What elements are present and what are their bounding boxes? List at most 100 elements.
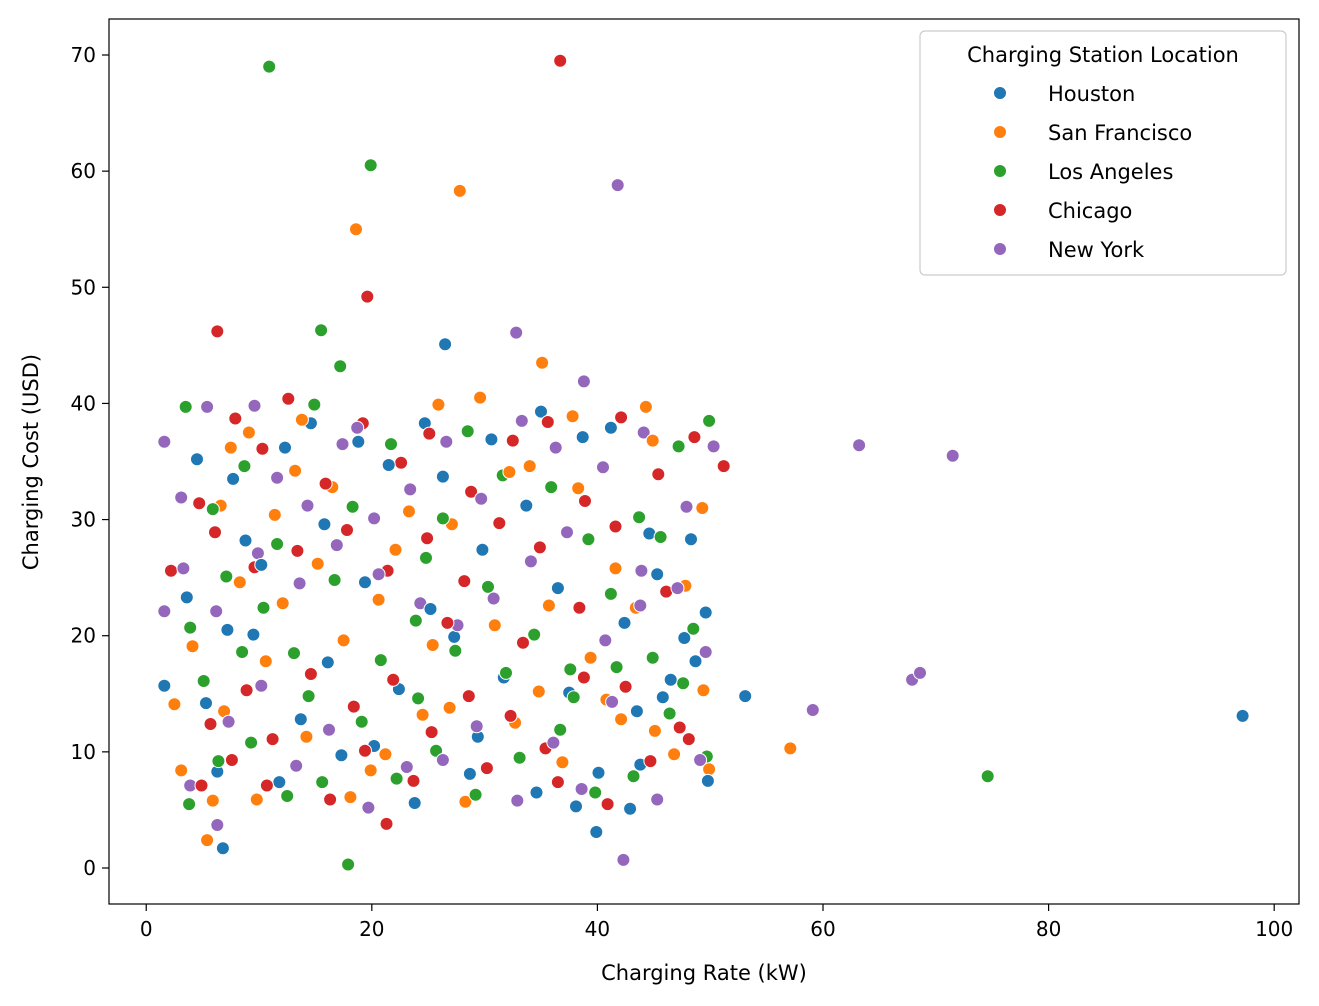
data-point-los-angeles <box>345 499 360 514</box>
data-point-los-angeles <box>429 743 444 758</box>
data-point-houston <box>320 655 335 670</box>
data-point-new-york <box>474 491 489 506</box>
data-point-san-francisco <box>608 561 623 576</box>
y-tick-label: 0 <box>83 856 96 880</box>
data-point-los-angeles <box>183 620 198 635</box>
data-point-new-york <box>509 325 524 340</box>
x-tick-label: 20 <box>359 917 384 941</box>
data-point-san-francisco <box>667 747 682 762</box>
data-point-houston <box>293 712 308 727</box>
data-point-los-angeles <box>389 771 404 786</box>
data-point-new-york <box>439 434 454 449</box>
data-point-new-york <box>605 694 620 709</box>
data-point-chicago <box>228 411 243 426</box>
legend-box <box>919 30 1287 276</box>
data-point-los-angeles <box>411 691 426 706</box>
data-point-san-francisco <box>258 654 273 669</box>
data-point-new-york <box>636 425 651 440</box>
data-point-houston <box>529 785 544 800</box>
data-point-houston <box>475 542 490 557</box>
data-point-houston <box>438 337 453 352</box>
data-point-chicago <box>716 459 731 474</box>
data-point-san-francisco <box>442 700 457 715</box>
data-point-chicago <box>394 455 409 470</box>
data-point-new-york <box>399 760 414 774</box>
data-point-new-york <box>670 581 685 596</box>
data-point-chicago <box>255 441 270 456</box>
data-point-chicago <box>576 670 591 685</box>
data-point-new-york <box>174 490 189 505</box>
data-point-new-york <box>176 561 191 576</box>
legend-marker <box>993 125 1007 139</box>
data-point-houston <box>655 690 670 705</box>
data-point-chicago <box>672 720 687 735</box>
data-point-chicago <box>608 519 623 534</box>
data-point-chicago <box>651 467 666 482</box>
data-point-houston <box>246 627 261 642</box>
x-tick-label: 0 <box>140 917 153 941</box>
data-point-chicago <box>210 324 225 339</box>
data-point-chicago <box>323 792 338 807</box>
data-point-chicago <box>318 476 333 491</box>
legend-label: San Francisco <box>1048 121 1192 145</box>
data-point-los-angeles <box>333 359 348 374</box>
data-point-los-angeles <box>314 323 329 338</box>
data-point-san-francisco <box>614 712 629 727</box>
data-point-houston <box>688 654 703 669</box>
data-point-san-francisco <box>232 575 247 590</box>
data-point-new-york <box>560 525 574 540</box>
data-point-houston <box>550 581 565 596</box>
data-point-los-angeles <box>653 530 668 544</box>
data-point-houston <box>381 458 396 472</box>
data-point-new-york <box>289 758 304 773</box>
data-point-los-angeles <box>363 158 378 173</box>
data-point-los-angeles <box>676 676 691 691</box>
data-point-los-angeles <box>205 502 220 517</box>
data-point-new-york <box>574 782 589 796</box>
data-point-los-angeles <box>581 532 596 547</box>
legend-title: Charging Station Location <box>967 43 1239 67</box>
data-point-new-york <box>371 567 386 582</box>
data-point-san-francisco <box>535 355 550 370</box>
data-point-new-york <box>300 498 315 513</box>
data-point-los-angeles <box>280 789 295 803</box>
data-point-san-francisco <box>415 707 430 722</box>
data-point-los-angeles <box>468 787 483 802</box>
data-point-new-york <box>693 753 708 767</box>
data-point-los-angeles <box>980 769 995 784</box>
data-point-houston <box>591 765 606 780</box>
y-tick-label: 10 <box>71 740 96 764</box>
data-point-chicago <box>461 689 476 704</box>
data-point-houston <box>677 631 692 645</box>
data-point-chicago <box>457 574 472 589</box>
legend-label: Houston <box>1048 82 1135 106</box>
data-point-houston <box>238 533 253 548</box>
data-point-houston <box>215 841 230 856</box>
data-point-chicago <box>479 761 494 776</box>
data-point-new-york <box>650 792 665 807</box>
legend-items: Houston San Francisco Los Angeles Chicago Ne… <box>993 82 1192 262</box>
data-point-new-york <box>514 413 529 428</box>
data-point-san-francisco <box>336 633 351 648</box>
data-point-houston <box>358 575 372 590</box>
data-point-new-york <box>679 499 694 514</box>
data-point-los-angeles <box>237 459 252 474</box>
data-point-san-francisco <box>473 390 488 405</box>
data-point-new-york <box>852 438 867 453</box>
data-point-los-angeles <box>662 706 677 721</box>
data-point-san-francisco <box>371 592 386 607</box>
data-point-houston <box>650 567 665 582</box>
data-point-houston <box>684 532 698 547</box>
data-point-houston <box>623 801 638 816</box>
data-point-houston <box>575 430 590 445</box>
x-tick-label: 40 <box>585 917 610 941</box>
data-point-new-york <box>634 563 649 578</box>
data-point-san-francisco <box>583 650 598 665</box>
data-point-los-angeles <box>499 665 513 680</box>
data-point-houston <box>484 432 499 447</box>
data-point-san-francisco <box>200 833 215 848</box>
data-point-los-angeles <box>702 413 717 428</box>
data-point-houston <box>226 471 241 486</box>
data-point-san-francisco <box>458 794 473 809</box>
